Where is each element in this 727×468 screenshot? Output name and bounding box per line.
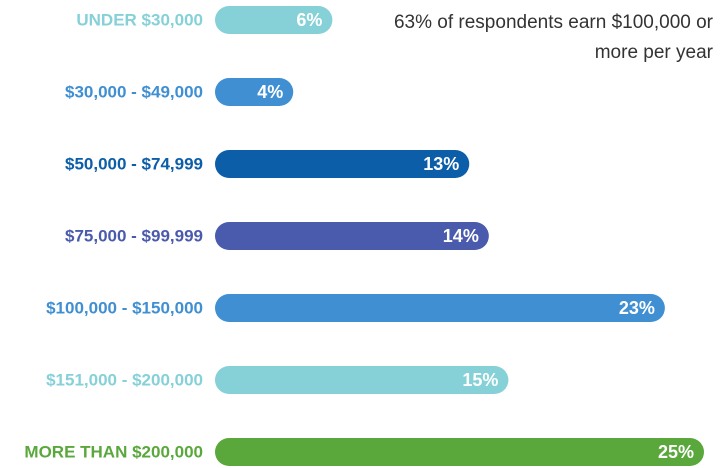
category-label: $75,000 - $99,999 bbox=[65, 227, 203, 246]
value-label: 14% bbox=[443, 226, 479, 246]
value-label: 23% bbox=[619, 298, 655, 318]
bar bbox=[215, 366, 509, 394]
bar bbox=[215, 78, 294, 106]
category-label: MORE THAN $200,000 bbox=[24, 443, 203, 462]
value-label: 6% bbox=[296, 10, 322, 30]
category-label: $30,000 - $49,000 bbox=[65, 83, 203, 102]
category-label: $100,000 - $150,000 bbox=[46, 299, 203, 318]
category-label: $50,000 - $74,999 bbox=[65, 155, 203, 174]
value-label: 4% bbox=[257, 82, 283, 102]
category-label: $151,000 - $200,000 bbox=[46, 371, 203, 390]
bar bbox=[215, 438, 704, 466]
category-label: UNDER $30,000 bbox=[76, 11, 203, 30]
value-label: 15% bbox=[462, 370, 498, 390]
bar bbox=[215, 6, 333, 34]
bar bbox=[215, 294, 665, 322]
bar bbox=[215, 222, 489, 250]
value-label: 25% bbox=[658, 442, 694, 462]
bar bbox=[215, 150, 470, 178]
annotation: 63% of respondents earn $100,000 or more… bbox=[393, 12, 713, 63]
value-label: 13% bbox=[423, 154, 459, 174]
